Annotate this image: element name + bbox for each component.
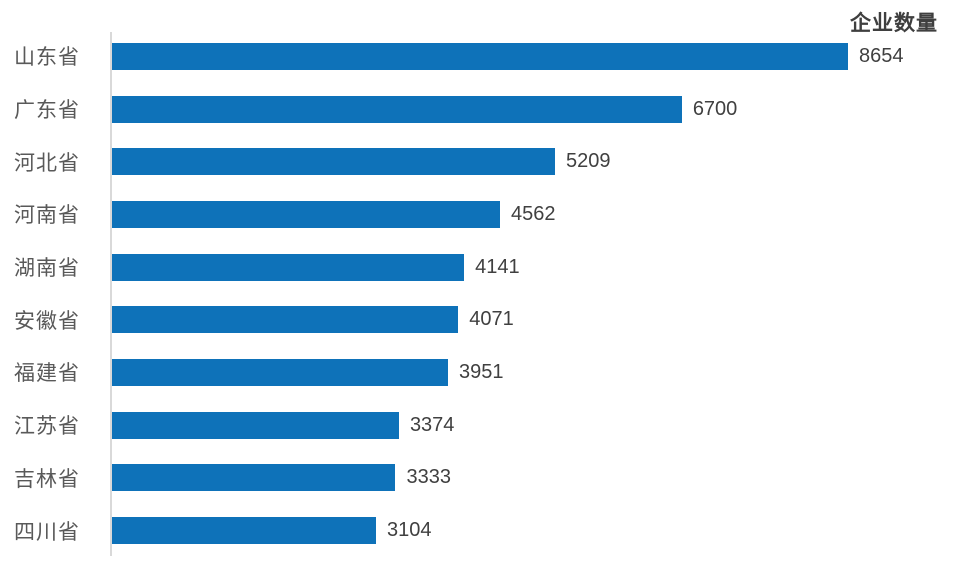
category-label: 安徽省 xyxy=(14,308,80,333)
value-label: 3333 xyxy=(406,466,451,489)
bar xyxy=(112,306,459,334)
category-label: 江苏省 xyxy=(14,414,80,439)
chart-rows: 山东省 8654 广东省 6700 河北省 5209 河南省 4562 湖南省 4141 安徽省 40… xyxy=(0,30,959,557)
value-label: 3951 xyxy=(459,360,504,383)
chart-row: 河北省 5209 xyxy=(0,135,959,188)
value-label: 3104 xyxy=(386,519,432,542)
chart-row: 安徽省 4071 xyxy=(0,293,959,346)
category-label: 河北省 xyxy=(14,150,80,175)
bar xyxy=(112,358,449,386)
bar xyxy=(112,42,848,70)
bar-track: 4071 xyxy=(112,293,959,346)
value-label: 4562 xyxy=(510,202,556,225)
chart-row: 吉林省 3333 xyxy=(0,452,959,505)
bar-track: 4562 xyxy=(112,188,959,241)
bar-track: 8654 xyxy=(112,30,959,83)
bar-track: 5209 xyxy=(112,135,959,188)
bar xyxy=(112,148,555,176)
y-axis-line xyxy=(110,32,112,556)
chart-row: 山东省 8654 xyxy=(0,30,959,83)
bar xyxy=(112,411,399,439)
bar-track: 3951 xyxy=(112,346,959,399)
chart-row: 福建省 3951 xyxy=(0,346,959,399)
chart-title: 企业数量 xyxy=(850,12,938,35)
chart-row: 四川省 3104 xyxy=(0,504,959,557)
chart-row: 湖南省 4141 xyxy=(0,241,959,294)
value-label: 4071 xyxy=(469,308,514,331)
bar-track: 3333 xyxy=(112,452,959,505)
category-label: 福建省 xyxy=(14,361,80,386)
category-label: 吉林省 xyxy=(14,466,80,491)
bar xyxy=(112,200,500,228)
bar-track: 3104 xyxy=(112,504,959,557)
bar-track: 4141 xyxy=(112,241,959,294)
value-label: 6700 xyxy=(692,97,738,120)
bar xyxy=(112,517,376,545)
category-label: 四川省 xyxy=(14,519,80,544)
chart-row: 广东省 6700 xyxy=(0,83,959,136)
category-label: 湖南省 xyxy=(14,256,80,281)
bar xyxy=(112,253,465,281)
value-label: 3374 xyxy=(409,413,455,436)
category-label: 河南省 xyxy=(14,203,80,228)
bar xyxy=(112,464,396,492)
value-label: 8654 xyxy=(859,44,904,67)
chart-row: 河南省 4562 xyxy=(0,188,959,241)
bar-track: 6700 xyxy=(112,83,959,136)
value-label: 4141 xyxy=(475,255,520,278)
bar-track: 3374 xyxy=(112,399,959,452)
chart-row: 江苏省 3374 xyxy=(0,399,959,452)
category-label: 广东省 xyxy=(14,98,80,123)
category-label: 山东省 xyxy=(14,45,80,70)
value-label: 5209 xyxy=(566,150,611,173)
bar xyxy=(112,95,682,123)
